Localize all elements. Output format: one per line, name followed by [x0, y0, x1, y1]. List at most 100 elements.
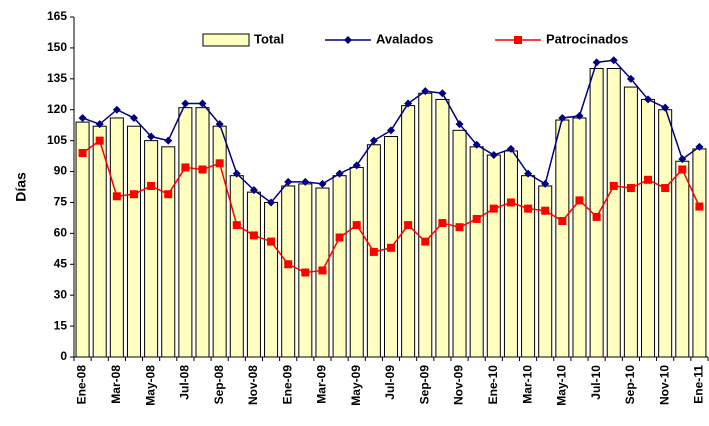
marker	[489, 204, 498, 213]
x-tick-label: May-08	[143, 365, 157, 406]
bar	[109, 117, 124, 358]
x-tick-label: Nov-09	[452, 365, 466, 405]
marker	[352, 161, 361, 170]
y-tick-label: 30	[54, 287, 68, 301]
marker	[661, 184, 670, 193]
marker	[198, 99, 207, 108]
bar	[264, 201, 279, 358]
legend-marker	[514, 36, 522, 44]
marker	[318, 179, 327, 188]
bar	[178, 107, 193, 358]
marker	[369, 136, 378, 145]
x-tick-label: Ene-10	[486, 365, 500, 405]
marker	[181, 99, 190, 108]
marker	[695, 202, 704, 211]
marker	[506, 198, 515, 207]
marker	[232, 169, 241, 178]
marker	[164, 190, 173, 199]
marker	[78, 149, 87, 157]
marker	[609, 181, 618, 190]
marker	[678, 155, 687, 164]
x-tick-label: Nov-10	[657, 365, 671, 405]
marker	[661, 103, 670, 112]
y-tick-label: 60	[54, 226, 68, 240]
y-tick-label: 90	[54, 164, 68, 178]
bar	[246, 191, 261, 358]
bar	[144, 140, 159, 358]
marker	[644, 95, 653, 104]
x-tick-label: Sep-09	[417, 365, 431, 405]
marker	[147, 132, 156, 141]
marker	[284, 260, 293, 269]
marker	[215, 159, 224, 168]
marker	[335, 169, 344, 178]
marker	[524, 169, 533, 178]
bar	[555, 119, 570, 358]
bar	[229, 175, 244, 358]
marker	[575, 196, 584, 205]
bar	[161, 146, 176, 358]
bar	[572, 117, 587, 358]
marker	[369, 247, 378, 256]
marker	[129, 190, 138, 199]
y-tick-label: 45	[54, 256, 68, 270]
bar	[503, 150, 518, 358]
bar	[418, 92, 433, 358]
marker	[215, 120, 224, 129]
x-tick-label: Mar-10	[520, 365, 534, 404]
marker	[301, 268, 310, 277]
y-tick-label: 75	[54, 195, 68, 209]
marker	[301, 177, 310, 186]
y-tick-label: 120	[47, 102, 67, 116]
marker	[438, 219, 447, 228]
marker	[524, 204, 533, 213]
marker	[438, 89, 447, 98]
x-tick-label: Ene-09	[280, 365, 294, 405]
marker	[78, 113, 87, 122]
bar	[623, 86, 638, 358]
bar	[195, 107, 210, 358]
x-tick-label: Ene-08	[75, 365, 89, 405]
x-tick-label: Jul-10	[589, 365, 603, 400]
marker	[318, 266, 327, 275]
marker	[404, 221, 413, 230]
marker	[352, 221, 361, 230]
marker	[455, 223, 464, 232]
y-tick-label: 15	[54, 318, 68, 332]
marker	[387, 126, 395, 135]
marker	[421, 87, 430, 96]
marker	[541, 206, 550, 215]
marker	[387, 243, 395, 252]
marker	[506, 144, 515, 153]
y-tick-label: 150	[47, 40, 67, 54]
legend-label: Patrocinados	[546, 31, 628, 46]
x-tick-label: Nov-08	[246, 365, 260, 405]
bar	[349, 166, 364, 358]
marker	[472, 214, 481, 223]
marker	[558, 113, 567, 122]
marker	[592, 58, 601, 67]
bar	[658, 109, 673, 358]
marker	[626, 184, 635, 193]
x-tick-label: Jul-09	[383, 365, 397, 400]
marker	[232, 221, 241, 230]
marker	[267, 198, 276, 207]
x-tick-label: May-09	[349, 365, 363, 406]
marker	[541, 179, 550, 188]
x-tick-label: Mar-08	[109, 365, 123, 404]
bar	[521, 175, 536, 358]
legend-marker	[344, 36, 352, 44]
y-tick-label: 0	[60, 349, 67, 363]
marker	[284, 177, 293, 186]
marker	[335, 233, 344, 242]
bar	[452, 129, 467, 358]
legend-label: Total	[254, 31, 284, 46]
bar	[641, 98, 656, 358]
bar	[281, 185, 296, 358]
bar	[486, 154, 501, 358]
marker	[472, 140, 481, 149]
marker	[421, 237, 430, 246]
marker	[112, 105, 121, 114]
marker	[678, 165, 687, 174]
